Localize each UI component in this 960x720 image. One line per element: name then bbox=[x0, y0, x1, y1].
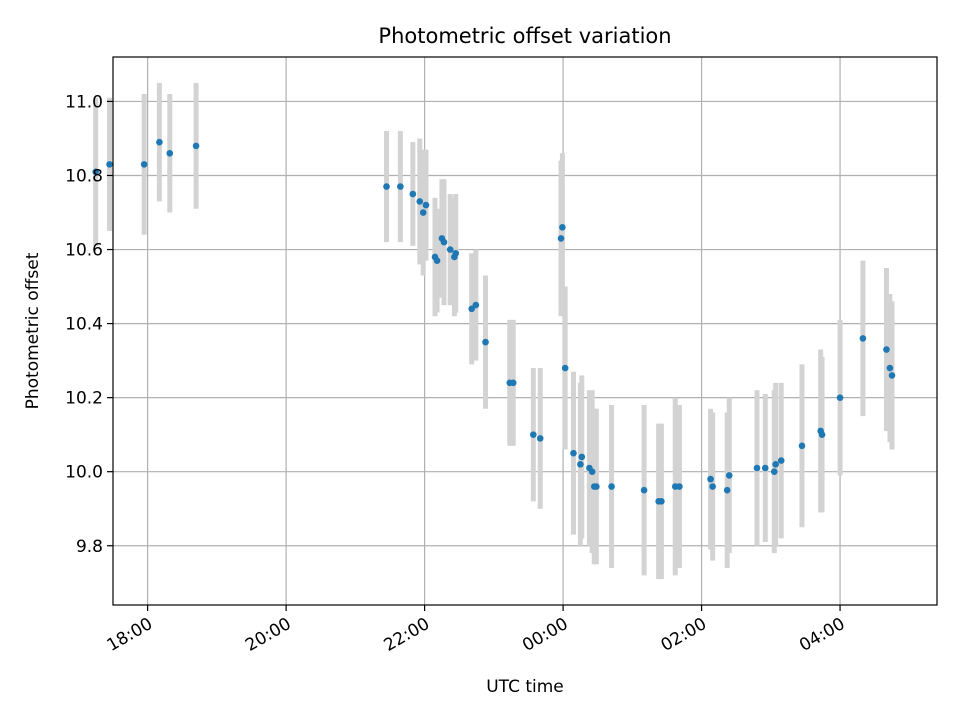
data-point bbox=[888, 372, 896, 379]
data-point bbox=[140, 161, 148, 168]
data-point bbox=[570, 449, 577, 457]
chart-title: Photometric offset variation bbox=[378, 24, 671, 48]
data-point bbox=[536, 435, 544, 442]
plot-frame bbox=[112, 56, 938, 606]
data-point bbox=[707, 475, 714, 483]
data-point bbox=[416, 198, 424, 205]
data-point bbox=[440, 238, 448, 246]
data-point bbox=[397, 183, 404, 190]
data-point bbox=[640, 486, 648, 494]
data-point bbox=[777, 457, 785, 464]
data-point bbox=[156, 138, 163, 146]
data-point bbox=[452, 249, 460, 257]
data-point bbox=[446, 246, 454, 253]
data-point bbox=[593, 483, 600, 490]
y-tick-label: 10.0 bbox=[65, 463, 103, 483]
data-point bbox=[509, 379, 517, 387]
data-point bbox=[472, 301, 480, 309]
x-axis-label: UTC time bbox=[486, 677, 564, 697]
data-point bbox=[482, 338, 489, 346]
data-point bbox=[433, 257, 441, 264]
data-point bbox=[166, 149, 174, 157]
data-point bbox=[772, 460, 779, 468]
data-point bbox=[658, 498, 665, 505]
data-point bbox=[836, 394, 844, 401]
data-point bbox=[859, 335, 867, 342]
data-point bbox=[676, 483, 683, 490]
data-point bbox=[409, 190, 417, 198]
data-point bbox=[709, 483, 716, 490]
y-tick-label: 9.8 bbox=[76, 537, 103, 557]
y-tick-label: 11.0 bbox=[65, 92, 103, 112]
data-point bbox=[723, 486, 731, 494]
data-point bbox=[725, 472, 733, 479]
data-point bbox=[753, 464, 761, 472]
data-point bbox=[92, 168, 99, 176]
data-point bbox=[422, 201, 430, 209]
data-point bbox=[557, 235, 565, 242]
data-point bbox=[419, 209, 427, 216]
data-point bbox=[588, 468, 596, 476]
data-point bbox=[608, 483, 615, 490]
data-point bbox=[192, 142, 200, 150]
y-tick-label: 10.4 bbox=[65, 315, 103, 335]
grid bbox=[113, 57, 937, 605]
y-tick-label: 10.6 bbox=[65, 241, 103, 261]
data-markers bbox=[92, 138, 896, 505]
data-point bbox=[883, 346, 890, 353]
data-point bbox=[886, 364, 894, 372]
y-tick-label: 10.2 bbox=[65, 389, 103, 409]
y-axis-label: Photometric offset bbox=[23, 252, 43, 409]
data-point bbox=[530, 431, 537, 438]
data-point bbox=[761, 464, 769, 472]
y-axis-ticks: 9.8 10.0 10.2 10.4 10.6 10.8 11.0 bbox=[65, 92, 113, 557]
data-point bbox=[561, 364, 569, 372]
y-tick-label: 10.8 bbox=[65, 166, 103, 186]
data-point bbox=[818, 431, 826, 438]
data-point bbox=[577, 460, 584, 468]
data-point bbox=[578, 453, 586, 461]
data-point bbox=[559, 224, 566, 231]
data-point bbox=[770, 468, 778, 476]
data-point bbox=[106, 161, 113, 168]
data-point bbox=[798, 442, 806, 450]
data-point bbox=[383, 183, 390, 190]
